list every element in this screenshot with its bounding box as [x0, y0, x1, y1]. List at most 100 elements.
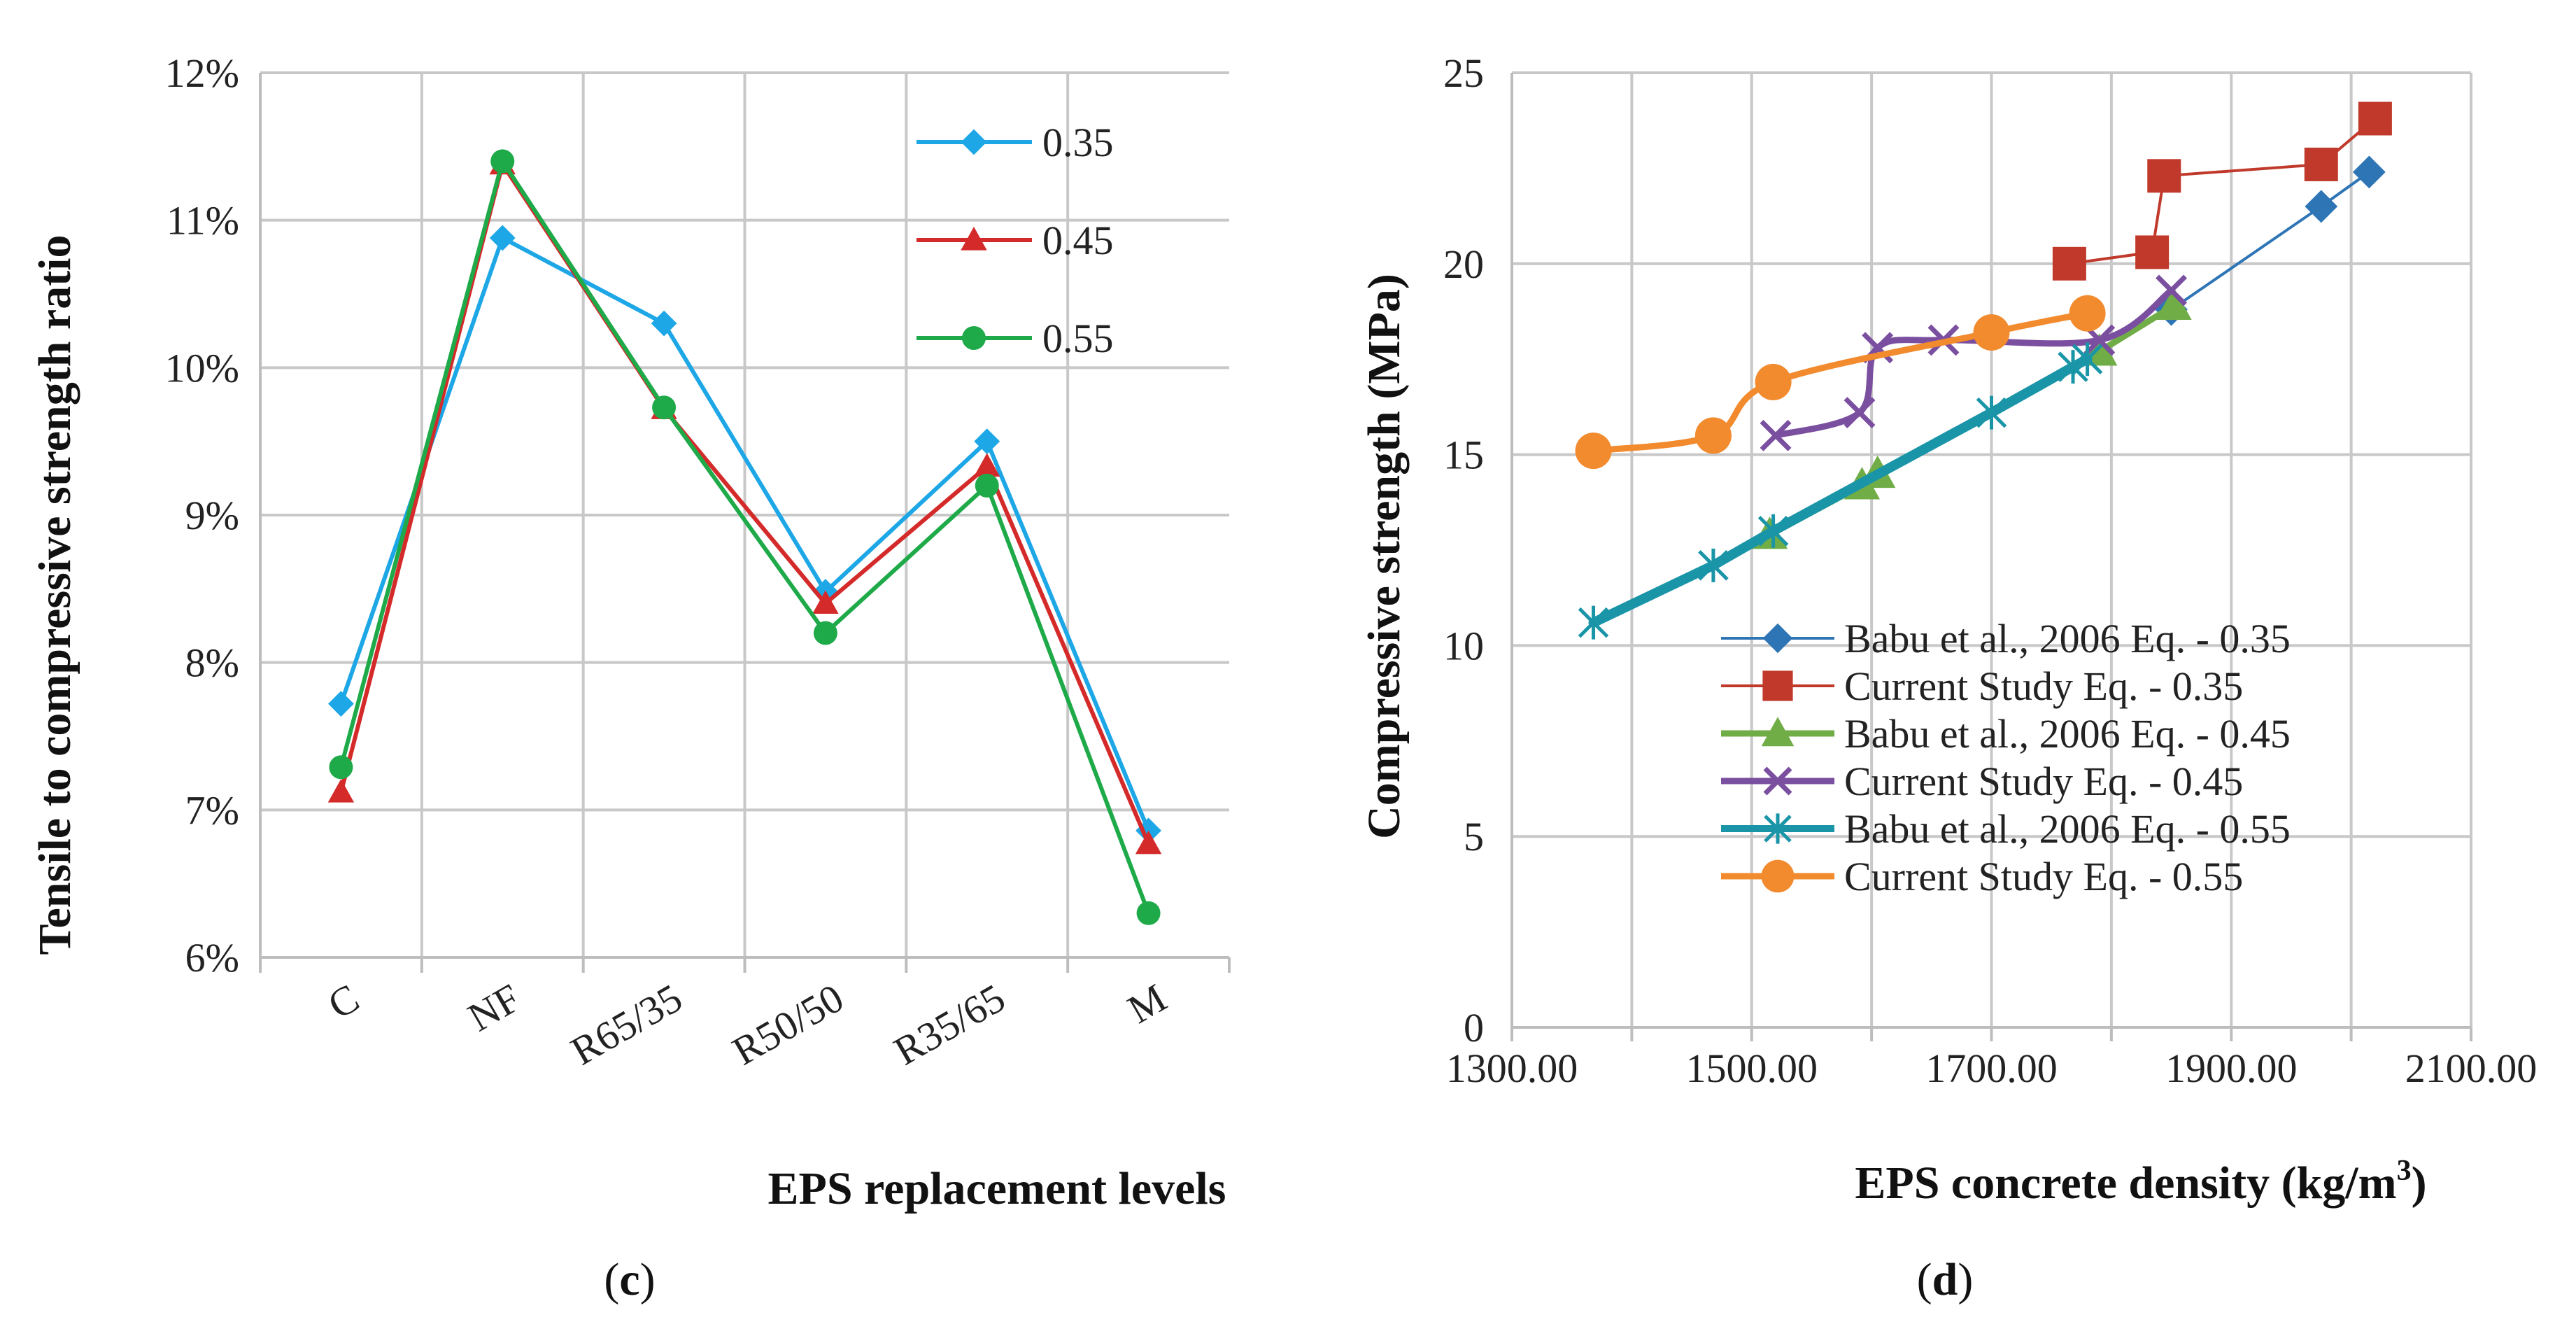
chart-c-legend-label: 0.35: [1042, 120, 1114, 165]
chart-d-ytick-label: 0: [1464, 1005, 1484, 1050]
chart-d-xtick-label: 1900.00: [2165, 1046, 2298, 1091]
chart-d-legend-marker: [1764, 813, 1792, 844]
chart-c-xtick-label: R65/35: [563, 975, 689, 1074]
chart-d-point: [2052, 246, 2086, 281]
chart-c-ytick-label: 6%: [185, 935, 239, 980]
chart-d-gridlines: [1510, 71, 2472, 1041]
chart-d-point: [2069, 295, 2106, 332]
chart-d-point: [2156, 274, 2188, 307]
chart-d-point: [2072, 342, 2103, 377]
chart-d-point: [1755, 363, 1792, 400]
chart-d-xlabel-sup: 3: [2397, 1155, 2412, 1187]
chart-c-point: [813, 621, 837, 645]
chart-d-legend-marker: [1762, 623, 1793, 654]
chart-d-point: [2058, 350, 2088, 384]
chart-d-point: [1575, 433, 1612, 470]
chart-d-series-line: [2170, 170, 2371, 311]
chart-d-point: [1698, 548, 1729, 582]
chart-d-point: [2147, 159, 2181, 193]
chart-d-legend-label: Current Study Eq. - 0.35: [1844, 663, 2243, 709]
chart-d-point: [2135, 235, 2170, 269]
chart-c-point: [651, 310, 677, 337]
chart-c-xtick-label: C: [320, 975, 367, 1028]
chart-c-point: [812, 590, 839, 614]
chart-d-ytick-label: 5: [1464, 814, 1484, 859]
chart-d-point: [1976, 395, 2007, 430]
chart-d-ytick-label: 15: [1443, 433, 1484, 478]
chart-c-tick-labels: 6% 7% 8% 9% 10% 11% 12% C NF R65/35 R50/50 R35/65 M: [165, 50, 1174, 1074]
chart-c-ytick-label: 9%: [185, 493, 239, 538]
chart-d-panel-close: ): [1958, 1254, 1973, 1305]
chart-d-tick-labels: 0 5 10 15 20 25 1300.00 1500.00 1700.00 1900.00 21…: [1443, 50, 2537, 1091]
chart-d-xlabel-main: EPS concrete density (kg/m: [1855, 1158, 2396, 1209]
chart-c-ytick-label: 12%: [165, 50, 239, 96]
chart-c-panel-label: (c): [604, 1254, 655, 1305]
chart-d-xlabel: EPS concrete density (kg/m3): [1855, 1155, 2426, 1209]
chart-c-gridlines: [259, 71, 1231, 973]
chart-d-xtick-label: 1700.00: [1925, 1046, 2058, 1091]
chart-d-ylabel: Compressive strength (MPa): [1359, 274, 1410, 839]
chart-c-legend-marker: [961, 129, 987, 155]
chart-d-legend-label: Babu et al., 2006 Eq. - 0.35: [1844, 616, 2291, 661]
chart-d-point: [1760, 419, 1792, 451]
chart-c-xtick-label: R50/50: [725, 975, 851, 1074]
chart-d-point: [2358, 101, 2392, 136]
chart-c-legend-label: 0.55: [1042, 316, 1114, 361]
chart-c-point: [490, 149, 515, 174]
chart-c-panel-open: (: [604, 1254, 619, 1305]
chart-d-legend-label: Current Study Eq. - 0.55: [1844, 854, 2243, 899]
chart-d-legend-label: Current Study Eq. - 0.45: [1844, 759, 2243, 804]
chart-c-point: [328, 691, 354, 717]
chart-d-point: [1757, 514, 1789, 548]
chart-c-series-line: [339, 159, 1151, 914]
chart-d-ytick-label: 25: [1443, 50, 1484, 96]
chart-d-series-line: [1590, 310, 2091, 454]
chart-d-xtick-label: 1300.00: [1446, 1046, 1578, 1091]
chart-d-point: [2305, 190, 2338, 223]
chart-d-legend-marker: [1762, 670, 1793, 701]
chart-d-point: [1694, 417, 1732, 454]
chart-d-xlabel-close: ): [2412, 1158, 2427, 1209]
chart-c-ytick-label: 11%: [167, 198, 239, 244]
chart-d-point: [2304, 147, 2338, 181]
chart-d-ytick-label: 10: [1443, 623, 1484, 668]
chart-c-legend-marker: [961, 226, 987, 251]
chart-c-xtick-label: NF: [460, 975, 528, 1040]
chart-d-legend-marker: [1763, 766, 1792, 796]
chart-c-legend-marker: [962, 326, 986, 350]
chart-d-point: [1973, 314, 2010, 351]
chart-c-point: [652, 395, 677, 420]
chart-d-panel-label: (d): [1917, 1254, 1974, 1305]
chart-d-series-line: [1588, 354, 2093, 628]
chart-d-legend-label: Babu et al., 2006 Eq. - 0.45: [1844, 711, 2291, 757]
chart-c-point: [1135, 830, 1162, 855]
chart-d-series: [1575, 101, 2392, 640]
chart-d-legend-marker: [1761, 859, 1795, 893]
chart-c-legend: 0.35 0.45 0.55: [917, 120, 1114, 361]
chart-c-series-line: [339, 235, 1151, 831]
chart-d-series-line: [2067, 117, 2377, 265]
chart-c-panel-letter: c: [619, 1254, 639, 1305]
chart-d-legend-marker: [1761, 717, 1795, 747]
chart-d: 0 5 10 15 20 25 1300.00 1500.00 1700.00 1900.00 21…: [1359, 50, 2537, 1305]
chart-c-ytick-label: 10%: [165, 345, 239, 391]
chart-c-point: [975, 473, 999, 498]
chart-d-point: [1843, 397, 1876, 429]
chart-d-panel-open: (: [1917, 1254, 1932, 1305]
chart-c-panel-close: ): [640, 1254, 656, 1305]
chart-c-legend-label: 0.45: [1042, 218, 1114, 263]
chart-c-point: [1136, 901, 1161, 925]
chart-c: 6%7%8%9%10%11%12%C NF R65/35 R50/50 R35/65 M …: [29, 50, 1231, 1305]
chart-c-point: [489, 225, 516, 251]
chart-d-panel-letter: d: [1932, 1254, 1958, 1305]
chart-d-xtick-label: 2100.00: [2405, 1046, 2538, 1091]
chart-c-ylabel: Tensile to compressive strength ratio: [29, 234, 80, 955]
chart-c-point: [329, 755, 353, 780]
chart-c-ytick-label: 8%: [185, 640, 239, 686]
chart-c-xtick-label: M: [1120, 975, 1174, 1032]
chart-c-xtick-label: R35/65: [886, 975, 1012, 1074]
chart-c-ytick-label: 7%: [185, 787, 239, 833]
chart-d-xtick-label: 1500.00: [1686, 1046, 1818, 1091]
